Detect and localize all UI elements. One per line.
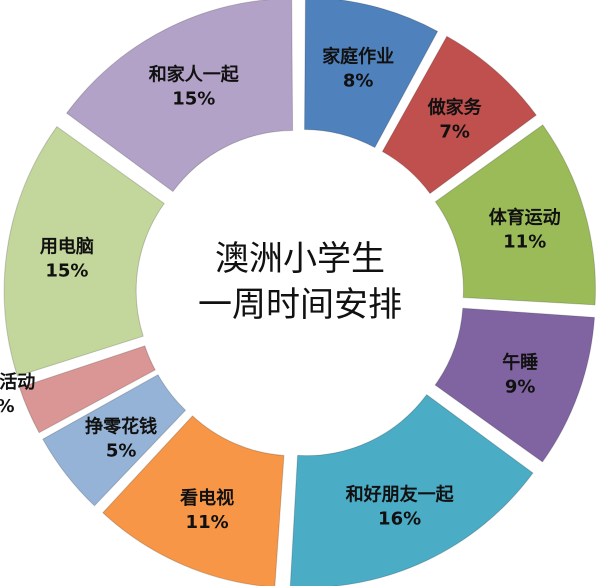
- slice-label-3: 体育运动: [489, 207, 561, 229]
- slice-label-1: 家庭作业: [322, 45, 394, 67]
- slice-label-9: 用电脑: [40, 235, 94, 257]
- pie-slice-6: [102, 415, 285, 586]
- slice-value-label-2: 7%: [439, 122, 470, 143]
- chart-title-line-1: 澳洲小学生: [215, 239, 385, 279]
- slice-label-8: 志愿活动: [0, 371, 35, 393]
- slice-value-label-4: 9%: [505, 376, 536, 397]
- slices-layer: [3, 0, 596, 586]
- pie-slice-7: [42, 374, 187, 507]
- slice-value-label-6: 11%: [186, 512, 229, 533]
- pie-slice-10: [65, 0, 294, 193]
- pie-slice-9: [3, 125, 165, 377]
- pie-slice-2: [381, 35, 537, 195]
- slice-value-label-1: 8%: [343, 70, 374, 91]
- slice-value-label-5: 16%: [378, 509, 421, 530]
- pie-slice-4: [434, 307, 596, 463]
- slice-value-label-7: 5%: [106, 440, 137, 461]
- pie-slice-5: [289, 393, 534, 586]
- slice-label-7: 挣零花钱: [85, 415, 157, 437]
- slice-label-4: 午睡: [502, 351, 538, 373]
- slice-value-label-8: 3%: [0, 396, 14, 417]
- pie-slice-3: [434, 124, 596, 306]
- slice-value-label-10: 15%: [172, 89, 215, 110]
- slice-label-6: 看电视: [179, 487, 234, 509]
- chart-title-line-2: 一周时间安排: [198, 285, 402, 325]
- pie-slice-1: [304, 0, 439, 149]
- slice-value-label-9: 15%: [45, 260, 88, 281]
- slice-label-10: 和家人一起: [149, 64, 240, 86]
- slice-label-5: 和好朋友一起: [346, 484, 455, 506]
- labels-layer: 家庭作业 8% 做家务 7% 体育运动 11% 午睡 9% 和好朋友一起 16% 看电视 11% 挣零花…: [0, 45, 561, 532]
- slice-label-2: 做家务: [427, 97, 483, 119]
- slice-value-label-3: 11%: [503, 232, 546, 253]
- pie-slice-8: [18, 345, 156, 434]
